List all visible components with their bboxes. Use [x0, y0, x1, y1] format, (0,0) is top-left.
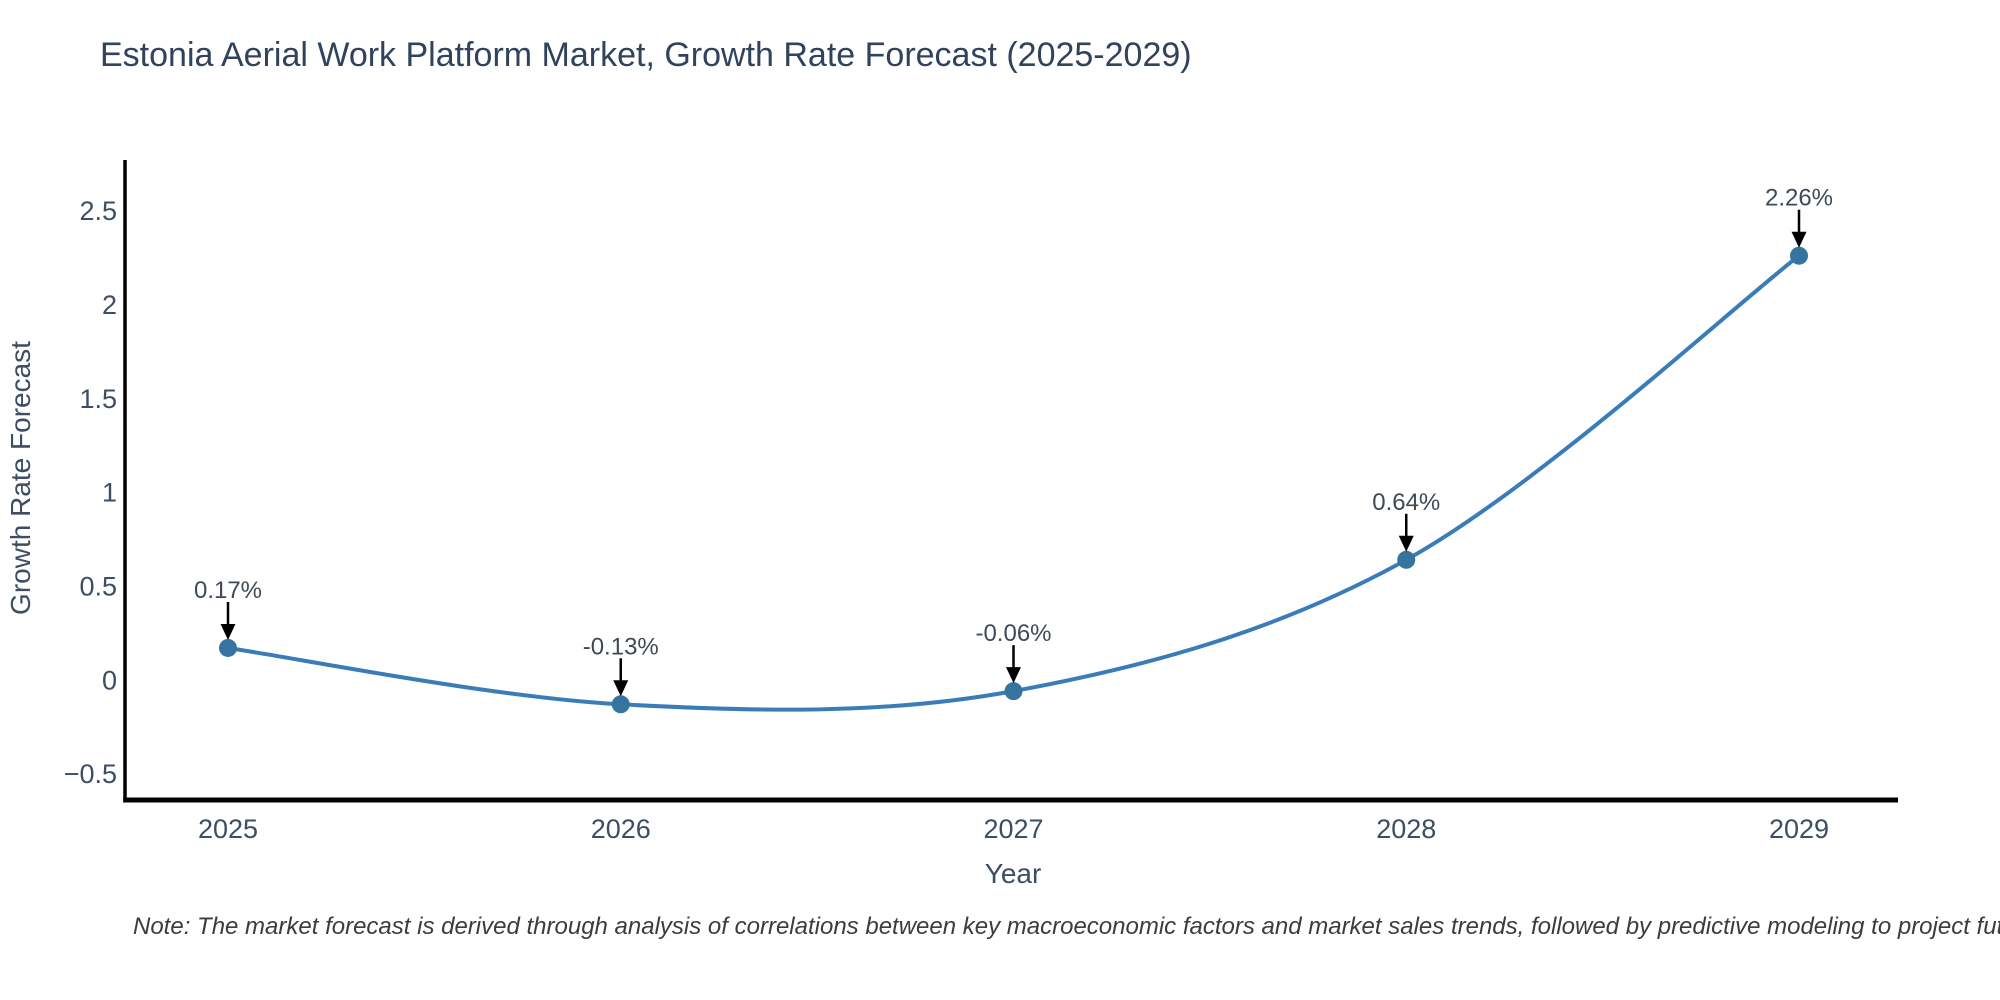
y-axis-title: Growth Rate Forecast: [5, 341, 36, 615]
data-point-marker: [611, 695, 630, 714]
x-axis-title: Year: [984, 858, 1042, 889]
y-tick-label: 1: [102, 478, 117, 508]
chart-title: Estonia Aerial Work Platform Market, Gro…: [100, 36, 1192, 74]
footnote: Note: The market forecast is derived thr…: [133, 913, 2000, 940]
annotation-arrow-head: [1006, 667, 1021, 684]
data-point-label: 0.17%: [194, 577, 262, 604]
y-tick-label: 2: [102, 290, 117, 320]
data-point-marker: [219, 638, 237, 657]
data-point-marker: [1397, 550, 1416, 569]
trend-line: [226, 253, 1801, 712]
data-point-label: -0.06%: [975, 620, 1051, 647]
y-tick-label: 0.5: [79, 571, 117, 601]
data-point-label: -0.13%: [583, 633, 659, 660]
data-point-label: 2.26%: [1765, 185, 1833, 212]
y-tick-label: −0.5: [64, 759, 117, 789]
y-tick-label: 2.5: [79, 196, 117, 226]
data-point-marker: [1790, 246, 1808, 265]
y-tick-label: 1.5: [79, 384, 117, 414]
annotation-arrow-head: [1791, 231, 1807, 248]
y-tick-label: 0: [102, 665, 117, 695]
x-tick-label: 2026: [591, 814, 651, 844]
x-tick-label: 2027: [983, 814, 1043, 844]
x-tick-label: 2028: [1376, 814, 1436, 844]
annotation-arrow-head: [220, 623, 236, 640]
data-point-marker: [1004, 682, 1023, 701]
x-tick-label: 2029: [1769, 814, 1829, 844]
annotation-arrow-head: [1398, 535, 1414, 552]
data-point-label: 0.64%: [1372, 489, 1440, 516]
annotation-arrow-head: [613, 680, 629, 697]
x-tick-label: 2025: [198, 814, 258, 844]
